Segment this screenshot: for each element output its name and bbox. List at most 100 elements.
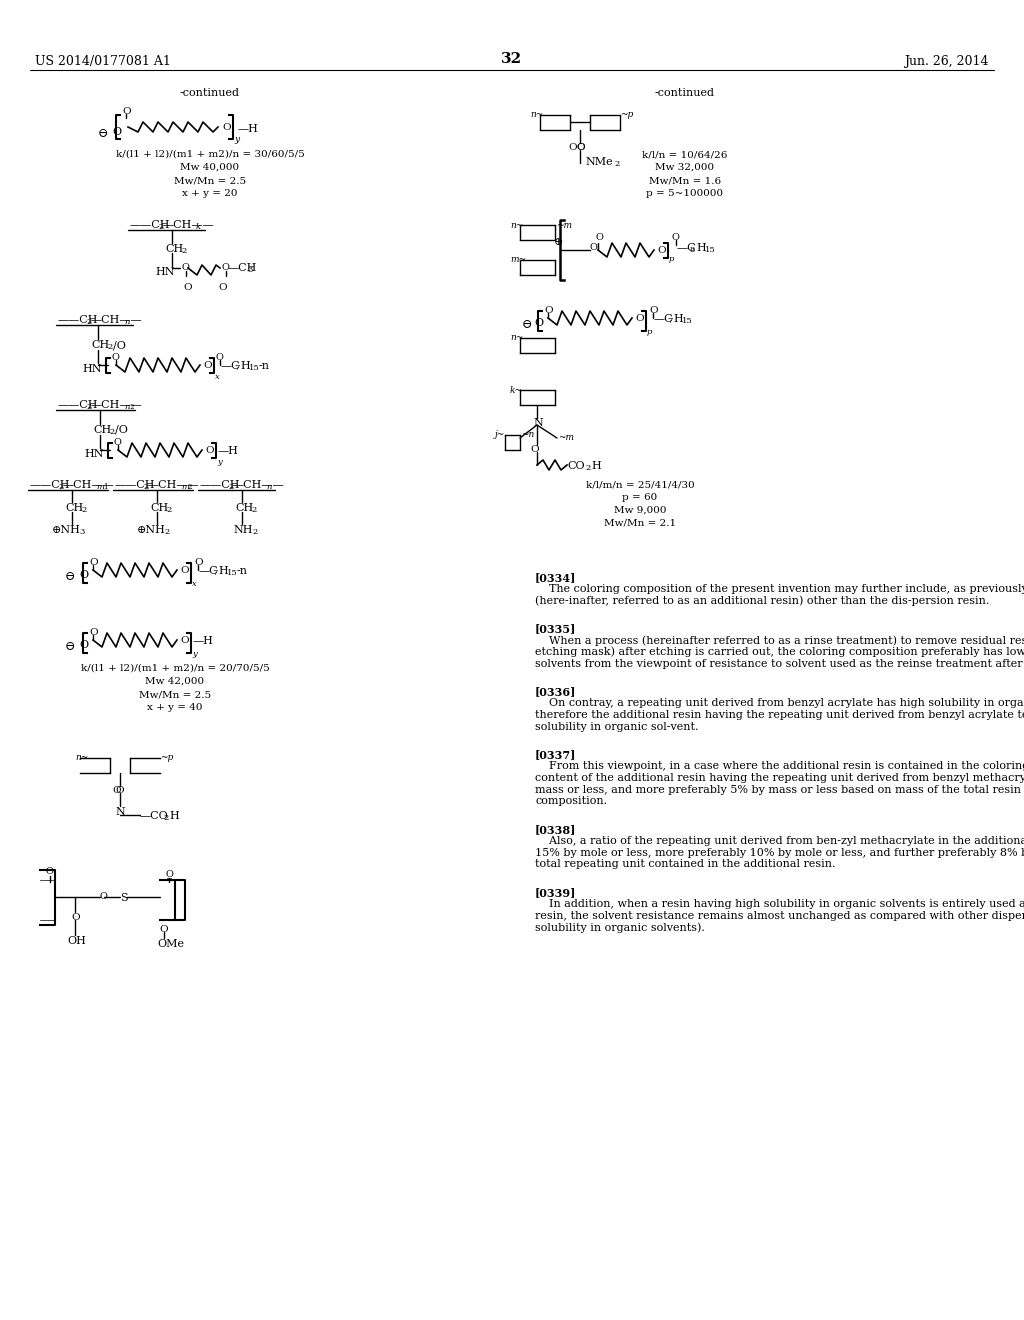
Text: 7: 7 [234,364,240,372]
Text: S: S [120,894,128,903]
Text: Mw 42,000: Mw 42,000 [145,677,205,686]
Text: -continued: -continued [655,88,715,98]
Text: ~m: ~m [558,433,574,442]
Text: k/l/m/n = 25/41/4/30: k/l/m/n = 25/41/4/30 [586,480,694,488]
Text: n: n [124,403,129,411]
Text: 1: 1 [103,483,108,491]
Text: HN: HN [155,267,174,277]
Text: 2: 2 [129,403,133,411]
Text: —CH——: —CH—— [148,480,200,490]
Text: k/(l1 + l2)/(m1 + m2)/n = 30/60/5/5: k/(l1 + l2)/(m1 + m2)/n = 30/60/5/5 [116,150,304,158]
Text: ——CH: ——CH [58,315,98,325]
Text: solubility in organic sol-vent.: solubility in organic sol-vent. [535,722,698,731]
Text: y: y [217,458,222,466]
Text: O: O [89,628,97,638]
Text: O: O [575,143,585,152]
Text: CH: CH [93,425,112,436]
Text: H: H [673,314,683,323]
Text: n~: n~ [510,333,523,342]
Text: O: O [544,306,553,315]
Text: O: O [534,318,543,327]
Text: 2: 2 [181,247,186,255]
Text: In addition, when a resin having high solubility in organic solvents is entirely: In addition, when a resin having high so… [535,899,1024,908]
Text: O: O [112,785,121,795]
Text: OMe: OMe [157,939,184,949]
Text: O: O [180,636,188,645]
Text: Mw/Mn = 2.1: Mw/Mn = 2.1 [604,519,676,528]
Text: 15: 15 [249,364,260,372]
Text: 8: 8 [690,246,695,253]
Text: p = 5~100000: p = 5~100000 [646,189,724,198]
Text: p: p [647,327,652,337]
Text: mass or less, and more preferably 5% by mass or less based on mass of the total : mass or less, and more preferably 5% by … [535,784,1024,795]
Text: content of the additional resin having the repeating unit derived from benzyl me: content of the additional resin having t… [535,772,1024,783]
Text: O: O [222,263,229,272]
Text: CH: CH [65,503,83,513]
Text: O: O [114,438,122,447]
Text: y: y [193,649,197,657]
Text: O: O [194,558,203,568]
Text: [0338]: [0338] [535,824,577,836]
Text: O: O [112,127,121,137]
Text: Also, a ratio of the repeating unit derived from ben-zyl methacrylate in the add: Also, a ratio of the repeating unit deri… [535,836,1024,846]
Text: 2: 2 [614,160,620,168]
Text: O: O [165,870,173,879]
Text: n~: n~ [530,110,544,119]
Text: 15: 15 [705,246,716,253]
Text: O: O [657,246,666,255]
Text: x + y = 20: x + y = 20 [182,189,238,198]
Text: 2: 2 [106,343,113,351]
Text: Mw 32,000: Mw 32,000 [655,162,715,172]
Text: O: O [218,282,226,292]
Text: 3: 3 [247,267,252,275]
Text: Mw/Mn = 2.5: Mw/Mn = 2.5 [174,176,246,185]
Text: 2: 2 [86,318,91,326]
Text: O: O [182,263,189,272]
Text: O: O [590,243,598,252]
Text: ——CH: ——CH [130,220,171,230]
Text: ——CH: ——CH [115,480,156,490]
Text: CH: CH [150,503,168,513]
Text: total repeating unit contained in the additional resin.: total repeating unit contained in the ad… [535,859,836,870]
Text: n: n [124,318,129,326]
Text: N: N [534,418,543,428]
Text: 2: 2 [166,506,171,513]
Text: therefore the additional resin having the repeating unit derived from benzyl acr: therefore the additional resin having th… [535,710,1024,719]
Text: [0337]: [0337] [535,750,577,760]
Text: n: n [266,483,271,491]
Text: ——CH: ——CH [30,480,71,490]
Text: —C: —C [199,566,219,576]
Text: k/(l1 + l2)/(m1 + m2)/n = 20/70/5/5: k/(l1 + l2)/(m1 + m2)/n = 20/70/5/5 [81,664,269,673]
Text: 7: 7 [667,317,673,325]
Text: O: O [122,107,131,116]
Text: US 2014/0177081 A1: US 2014/0177081 A1 [35,55,171,69]
Text: O: O [530,445,539,454]
Text: 15% by mole or less, more preferably 10% by mole or less, and further preferably: 15% by mole or less, more preferably 10%… [535,847,1024,858]
Text: —H: —H [218,446,239,455]
Text: O: O [112,352,120,362]
Text: O: O [79,640,88,649]
Text: 2: 2 [585,465,590,473]
Text: O: O [180,566,188,576]
Text: —H: —H [193,636,214,645]
Text: ⊖: ⊖ [522,318,532,331]
Text: 2: 2 [228,483,233,491]
Text: O: O [183,282,191,292]
Text: 3: 3 [79,528,84,536]
Text: —CH: —CH [228,263,257,273]
Text: OH: OH [67,936,86,946]
Text: H: H [218,566,227,576]
Text: m: m [181,483,189,491]
Text: —H: —H [238,124,259,135]
Text: x: x [193,579,197,587]
Text: O: O [672,234,680,242]
Text: etching mask) after etching is carried out, the coloring composition preferably : etching mask) after etching is carried o… [535,647,1024,657]
Text: ⊕: ⊕ [554,238,563,247]
Text: 2: 2 [252,528,257,536]
Text: O: O [46,867,54,876]
Text: Mw/Mn = 2.5: Mw/Mn = 2.5 [139,690,211,700]
Text: —CH——: —CH—— [233,480,285,490]
Text: ⊖: ⊖ [97,127,108,140]
Text: k/l/n = 10/64/26: k/l/n = 10/64/26 [642,150,728,158]
Text: solvents from the viewpoint of resistance to solvent used as the reinse treatmen: solvents from the viewpoint of resistanc… [535,659,1024,669]
